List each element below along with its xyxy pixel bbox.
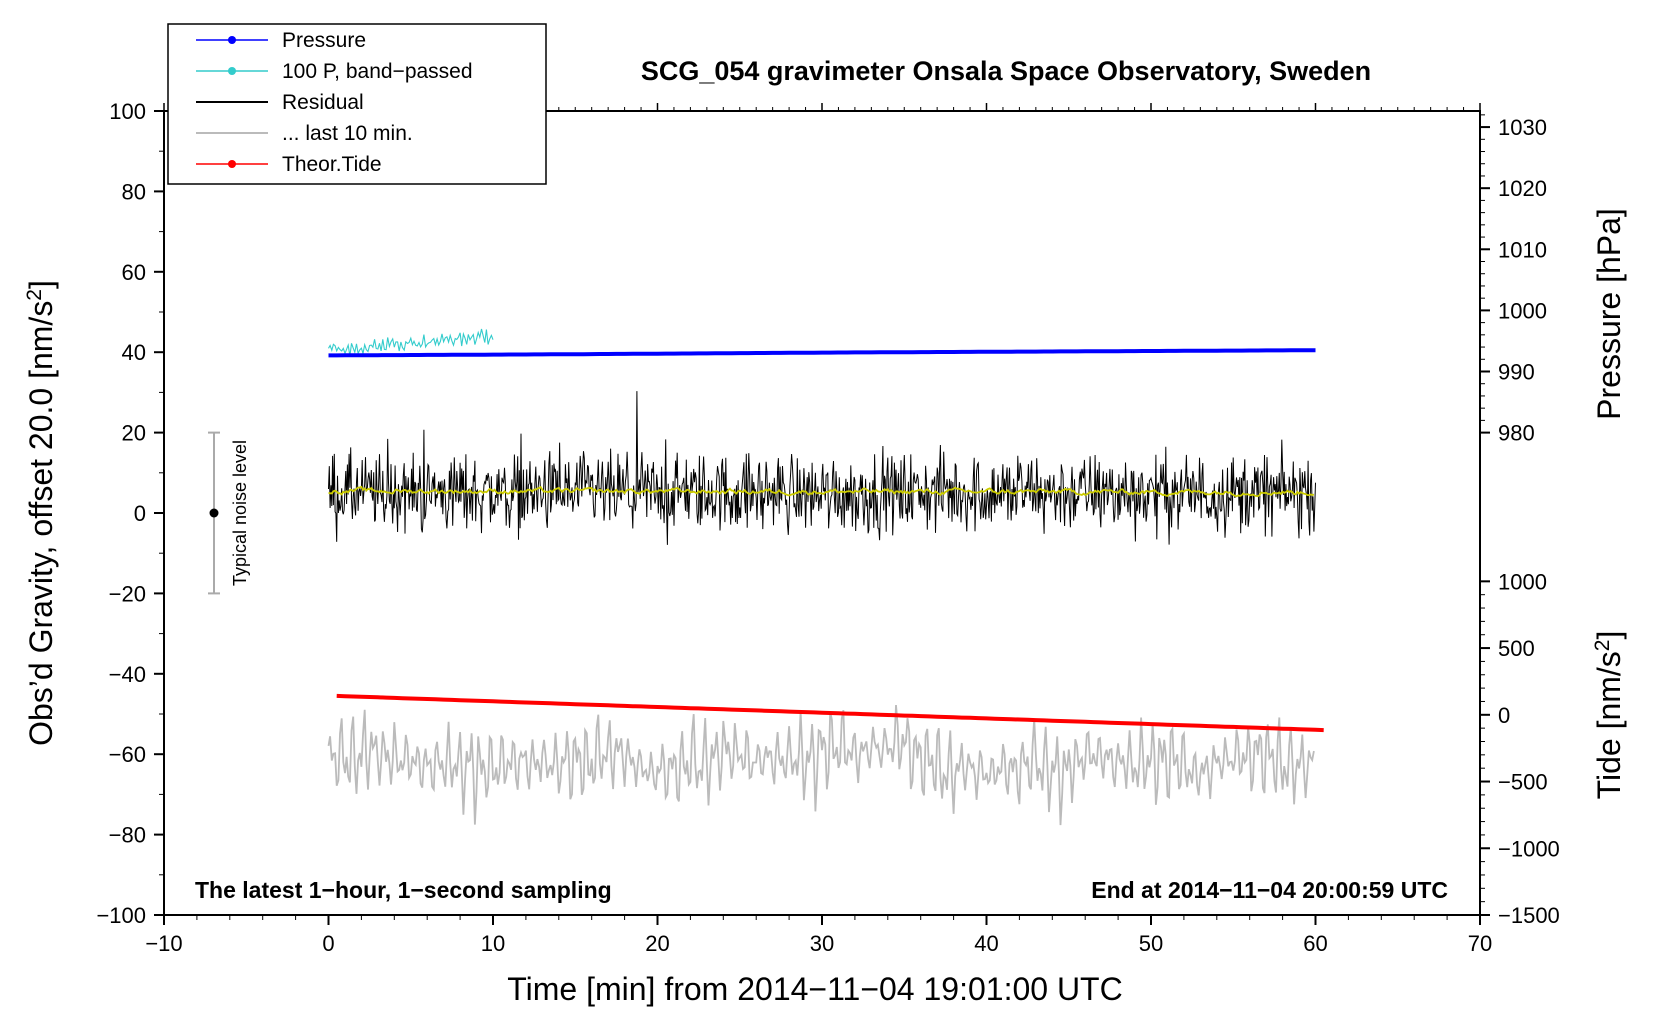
noise-indicator: Typical noise level: [208, 431, 250, 595]
legend-entry: Pressure: [196, 29, 366, 52]
x-tick-label: 10: [481, 931, 505, 956]
legend-marker: [228, 36, 236, 44]
y-axis-title-tail: ]: [23, 280, 59, 289]
legend-label: Pressure: [282, 29, 366, 52]
series-tide-line: [336, 693, 1324, 733]
x-axis: −10 0 10 20 30 40 50 60 70: [145, 103, 1492, 956]
series-residual-smoothed-line: [328, 485, 1315, 498]
x-tick-label: 60: [1303, 931, 1327, 956]
tide-tick-label: 0: [1498, 703, 1510, 728]
x-tick-label: 30: [810, 931, 834, 956]
legend-label: 100 P, band−passed: [282, 60, 473, 83]
noise-label: Typical noise level: [230, 440, 250, 586]
x-tick-label: 40: [974, 931, 998, 956]
pressure-tick-label: 1020: [1498, 176, 1547, 201]
plot-frame: [163, 110, 1481, 916]
y-axis-title-sup: 2: [23, 289, 46, 301]
y-tick-label: −80: [109, 823, 146, 848]
x-tick-label: 70: [1468, 931, 1492, 956]
legend-marker: [228, 160, 236, 168]
legend: Pressure 100 P, band−passed Residual ... la…: [167, 23, 547, 185]
y-axis-title-left: Obs’d Gravity, offset 20.0 [nm/s2]: [23, 280, 60, 746]
tide-axis-title-tail: ]: [1591, 631, 1627, 640]
y-tick-label: 100: [109, 99, 146, 124]
series-layer: [327, 328, 1324, 826]
tide-tick-label: −1000: [1498, 836, 1560, 861]
tide-axis-title-sup: 2: [1591, 640, 1614, 652]
legend-items: Pressure 100 P, band−passed Residual ... la…: [196, 29, 473, 176]
series-last-10-min-line: [327, 705, 1315, 826]
pressure-axis-title: Pressure [hPa]: [1591, 208, 1627, 420]
pressure-tick-label: 1030: [1498, 115, 1547, 140]
chart-title: SCG_054 gravimeter Onsala Space Observat…: [641, 56, 1371, 86]
legend-entry: 100 P, band−passed: [196, 60, 473, 83]
y-axis-title-text: Obs’d Gravity, offset 20.0 [nm/s: [23, 301, 59, 746]
y-tick-label: −20: [109, 581, 146, 606]
legend-entry: Theor.Tide: [196, 153, 382, 176]
tide-axis-title: Tide [nm/s2]: [1591, 631, 1628, 800]
tide-tick-label: 1000: [1498, 569, 1547, 594]
legend-entry: Residual: [196, 91, 364, 114]
y-tick-label: 0: [134, 501, 146, 526]
tide-tick-label: −1500: [1498, 903, 1560, 928]
legend-label: ... last 10 min.: [282, 122, 413, 145]
y-axis-left: 100 80 60 40 20 0 −20 −40 −60 −80 −100: [96, 99, 164, 928]
legend-box: [167, 23, 547, 185]
pressure-axis-right: 1030 1020 1010 1000 990 980: [1480, 114, 1547, 446]
x-tick-label: 20: [645, 931, 669, 956]
tide-tick-label: 500: [1498, 636, 1535, 661]
series-band-passed-line: [328, 328, 494, 357]
x-tick-label: 0: [322, 931, 334, 956]
note-right: End at 2014−11−04 20:00:59 UTC: [1091, 877, 1448, 903]
legend-marker: [228, 67, 236, 75]
x-tick-label: 50: [1139, 931, 1163, 956]
y-tick-label: 60: [122, 260, 146, 285]
noise-center-dot: [209, 508, 219, 518]
y-tick-label: −60: [109, 742, 146, 767]
pressure-tick-label: 980: [1498, 421, 1535, 446]
y-tick-label: −100: [96, 903, 146, 928]
y-tick-label: 80: [122, 179, 146, 204]
tide-axis-right: 1000 500 0 −500 −1000 −1500: [1480, 569, 1560, 928]
pressure-tick-label: 990: [1498, 359, 1535, 384]
legend-entry: ... last 10 min.: [196, 122, 413, 145]
series-pressure-line: [328, 348, 1316, 358]
pressure-tick-label: 1000: [1498, 298, 1547, 323]
y-tick-label: 20: [122, 421, 146, 446]
tide-axis-title-text: Tide [nm/s: [1591, 651, 1627, 799]
x-tick-label: −10: [145, 931, 182, 956]
x-axis-title: Time [min] from 2014−11−04 19:01:00 UTC: [507, 971, 1122, 1007]
tide-tick-label: −500: [1498, 770, 1548, 795]
note-left: The latest 1−hour, 1−second sampling: [195, 877, 612, 903]
series-residual-line: [328, 391, 1316, 545]
legend-label: Residual: [282, 91, 364, 114]
pressure-tick-label: 1010: [1498, 237, 1547, 262]
y-tick-label: 40: [122, 340, 146, 365]
legend-label: Theor.Tide: [282, 153, 382, 176]
y-tick-label: −40: [109, 662, 146, 687]
